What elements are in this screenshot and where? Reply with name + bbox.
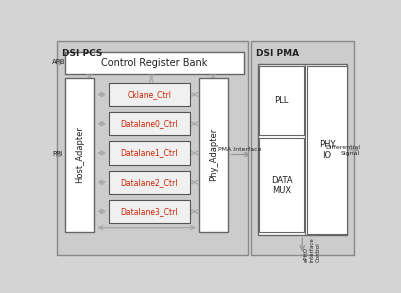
Bar [109,142,189,165]
Bar [109,200,189,223]
Text: Datalane0_Ctrl: Datalane0_Ctrl [120,119,178,128]
Text: APB: APB [52,59,65,65]
Bar [65,52,243,74]
Text: Host_Adapter: Host_Adapter [75,126,84,183]
Bar [198,78,228,231]
Text: Cklane_Ctrl: Cklane_Ctrl [127,90,171,99]
Bar [306,66,346,234]
Text: PHY
IO: PHY IO [318,140,334,160]
Text: DSI PCS: DSI PCS [62,49,102,58]
Text: Differential
Signal: Differential Signal [324,145,359,156]
Bar [251,41,353,255]
Text: DATA
MUX: DATA MUX [270,176,292,195]
Bar [109,171,189,194]
Text: Datalane1_Ctrl: Datalane1_Ctrl [120,149,178,157]
Text: DSI PMA: DSI PMA [255,49,298,58]
Text: PPI: PPI [52,151,62,157]
Bar [65,78,94,231]
Bar [259,138,303,232]
Text: Control Register Bank: Control Register Bank [101,58,207,68]
Bar [109,112,189,135]
Bar [57,41,248,255]
Bar [257,64,346,235]
Bar [259,66,303,135]
Text: Phy_Adapter: Phy_Adapter [209,128,218,181]
Bar [109,83,189,106]
Text: Datalane3_Ctrl: Datalane3_Ctrl [120,207,178,216]
Text: ePHO
Interface
Control: ePHO Interface Control [303,237,320,262]
Text: PMA Interface: PMA Interface [218,147,261,152]
Text: Datalane2_Ctrl: Datalane2_Ctrl [120,178,178,187]
Text: PLL: PLL [273,96,288,105]
